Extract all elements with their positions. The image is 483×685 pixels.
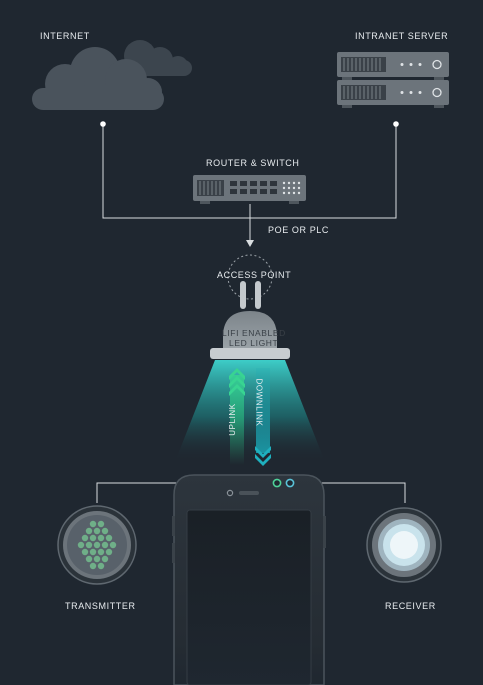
downlink-label: DOWNLINK — [254, 378, 264, 427]
access-point-icon — [227, 254, 273, 309]
poe-plc-label: POE OR PLC — [268, 225, 330, 235]
phone-tx-sensor — [272, 478, 282, 488]
downlink-arrow-icon — [255, 368, 271, 466]
led-light-label: LED LIGHT — [229, 338, 279, 348]
cloud-server-connector — [102, 124, 397, 219]
access-point-label: ACCESS POINT — [217, 270, 292, 280]
phone-rx-sensor — [285, 478, 295, 488]
cloud-connector-dot — [100, 121, 106, 127]
lifi-enabled-label: LIFI ENABLED — [222, 328, 286, 338]
server-connector-dot — [393, 121, 399, 127]
intranet-server-label: INTRANET SERVER — [355, 31, 449, 41]
receiver-icon — [366, 507, 442, 583]
receiver-connector — [290, 482, 406, 503]
led-bulb-icon — [210, 311, 290, 359]
uplink-label: UPLINK — [227, 403, 237, 436]
receiver-label: RECEIVER — [385, 601, 436, 611]
router-switch-icon — [193, 175, 306, 204]
router-switch-label: ROUTER & SWITCH — [206, 158, 300, 168]
smartphone-icon — [172, 474, 326, 685]
transmitter-icon — [57, 505, 137, 585]
light-beam — [175, 360, 325, 462]
internet-label: INTERNET — [40, 31, 90, 41]
transmitter-label: TRANSMITTER — [65, 601, 136, 611]
arrow-down-icon — [246, 240, 254, 247]
cloud-icon — [32, 40, 192, 110]
server-icon — [337, 52, 449, 108]
uplink-arrow-icon — [229, 368, 245, 465]
connector-lines — [96, 124, 406, 503]
